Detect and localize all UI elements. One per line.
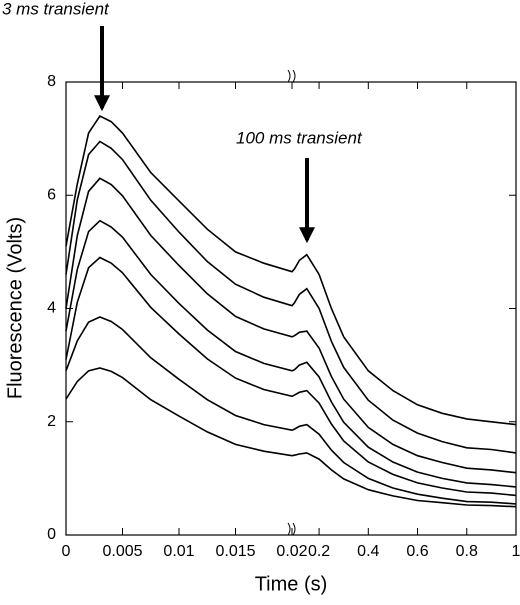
y-axis-title: Fluorescence (Volts) bbox=[4, 217, 26, 399]
y-tick-label: 2 bbox=[47, 413, 56, 430]
data-line bbox=[65, 256, 517, 497]
data-line bbox=[65, 114, 517, 426]
data-line bbox=[65, 219, 517, 488]
x-tick-label: 1 bbox=[512, 543, 520, 560]
axis-break bbox=[287, 69, 296, 536]
data-line bbox=[65, 177, 517, 474]
data-line bbox=[65, 316, 517, 505]
data-line bbox=[65, 367, 517, 508]
x-tick-label: 0.02 bbox=[276, 543, 307, 560]
x-tick-label: 0.6 bbox=[406, 543, 428, 560]
plot-frame bbox=[65, 81, 517, 536]
x-tick-label: 0.8 bbox=[456, 543, 478, 560]
y-tick-label: 6 bbox=[47, 186, 56, 203]
x-tick-label: 0.01 bbox=[163, 543, 194, 560]
x-tick-label: 0 bbox=[62, 543, 71, 560]
x-axis-title: Time (s) bbox=[255, 573, 328, 595]
annotation: 3 ms transient bbox=[2, 0, 110, 18]
y-tick-label: 4 bbox=[47, 300, 56, 317]
y-tick-label: 8 bbox=[47, 73, 56, 90]
data-line bbox=[65, 140, 517, 454]
y-tick-label: 0 bbox=[47, 526, 56, 543]
x-tick-label: 0.2 bbox=[308, 543, 330, 560]
x-tick-label: 0.005 bbox=[102, 543, 142, 560]
annotation: 100 ms transient bbox=[236, 128, 363, 147]
x-tick-label: 0.4 bbox=[357, 543, 379, 560]
x-tick-label: 0.015 bbox=[215, 543, 255, 560]
